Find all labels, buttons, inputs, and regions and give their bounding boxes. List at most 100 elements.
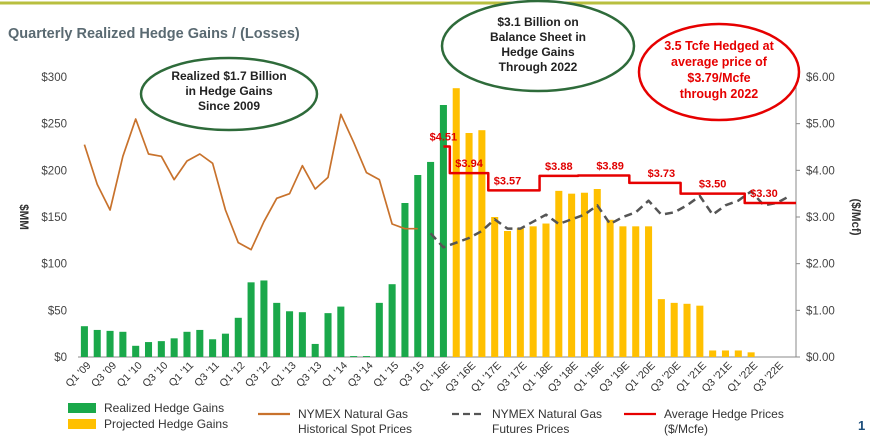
legend-label: Historical Spot Prices (298, 422, 412, 436)
legend-label: Futures Prices (492, 422, 569, 436)
projected-hedge-gains-bar (632, 226, 640, 357)
y-right-tick-label: $5.00 (806, 119, 835, 131)
legend-label: Realized Hedge Gains (104, 401, 224, 415)
realized-hedge-gains-bar (427, 161, 435, 357)
x-tick-label: Q3 '13 (294, 360, 324, 390)
projected-hedge-gains-bar (709, 350, 717, 357)
x-tick-label: Q1 '13 (269, 360, 299, 390)
projected-hedge-gains-bar (465, 133, 473, 357)
x-tick-label: Q1 '12 (217, 360, 247, 390)
y-right-tick-label: $0.00 (806, 352, 835, 364)
x-tick-label: Q1 '10 (115, 360, 145, 390)
x-tick-label: Q3 '14 (345, 360, 375, 390)
realized-hedge-gains-bar (260, 280, 268, 357)
x-tick-label: Q1 '14 (320, 360, 350, 390)
hedge-price-label: $3.57 (494, 175, 522, 187)
legend-swatch (68, 403, 96, 413)
projected-hedge-gains-bar (580, 192, 588, 357)
realized-hedge-gains-bar (132, 345, 140, 357)
average-hedge-prices-mcfe--line (443, 145, 796, 205)
realized-hedge-gains-bar (196, 329, 204, 357)
legend-item: Projected Hedge Gains (68, 417, 228, 431)
annotation-text: Through 2022 (499, 60, 578, 74)
hedge-price-label: $3.88 (545, 161, 573, 173)
realized-hedge-gains-bar (401, 203, 409, 357)
x-tick-label: Q1 '09 (63, 360, 93, 390)
annotation-text: Hedge Gains (501, 45, 575, 59)
realized-hedge-gains-bar (324, 313, 332, 357)
realized-hedge-gains-bar (183, 331, 191, 357)
page-number: 1 (858, 418, 865, 433)
projected-hedge-gains-bar (452, 88, 460, 357)
y-left-axis-label: $MM (17, 204, 29, 230)
y-right-axis-label: ($/Mcf) (849, 198, 861, 235)
hedge-price-label: $3.89 (596, 160, 624, 172)
annotation-text: Realized $1.7 Billion (171, 69, 286, 83)
y-right-tick-label: $2.00 (806, 259, 835, 271)
annotation-text: Balance Sheet in (490, 30, 586, 44)
realized-hedge-gains-bar (106, 330, 114, 357)
nymex-natural-gas-historical-spot-prices-line (83, 113, 418, 251)
projected-hedge-gains-bar (606, 219, 614, 357)
projected-hedge-gains-bar (734, 350, 742, 357)
chart-title: Quarterly Realized Hedge Gains / (Losses… (8, 26, 300, 42)
legend-label: Average Hedge Prices (664, 407, 784, 421)
y-left-tick-label: $200 (41, 165, 67, 177)
hedge-price-label: $3.94 (455, 158, 483, 170)
annotation-ellipse (637, 22, 801, 122)
projected-hedge-gains-bar (478, 130, 486, 357)
annotation-text: $3.79/Mcfe (687, 71, 750, 85)
realized-hedge-gains-bar (439, 105, 447, 357)
y-left-tick-label: $300 (41, 72, 67, 84)
annotation-text: average price of (671, 55, 768, 69)
realized-hedge-gains-bar (350, 356, 358, 357)
y-right-tick-label: $1.00 (806, 305, 835, 317)
annotation-ellipse (139, 56, 319, 132)
projected-hedge-gains-bar (491, 217, 499, 357)
legend-label: NYMEX Natural Gas (298, 407, 408, 421)
projected-hedge-gains-bar (555, 190, 563, 357)
realized-hedge-gains-bar (93, 329, 101, 357)
legend-label: Projected Hedge Gains (104, 417, 228, 431)
legend-item: Realized Hedge Gains (68, 401, 224, 415)
realized-hedge-gains-bar (209, 339, 217, 357)
annotation-text: Since 2009 (198, 99, 260, 113)
realized-hedge-gains-bar (298, 312, 306, 357)
legend-label: ($/Mcfe) (664, 422, 708, 436)
hedge-price-label: $4.51 (430, 132, 458, 144)
projected-hedge-gains-bar (619, 226, 627, 357)
projected-hedge-gains-bar (721, 350, 730, 357)
annotation-text: 3.5 Tcfe Hedged at (664, 39, 774, 53)
realized-hedge-gains-bar (234, 317, 242, 357)
realized-hedge-gains-bar (80, 326, 88, 357)
y-left-tick-label: $250 (41, 119, 67, 131)
realized-hedge-gains-bar (170, 338, 178, 357)
projected-hedge-gains-bar (516, 228, 524, 357)
y-right-tick-label: $4.00 (806, 165, 835, 177)
realized-hedge-gains-bar (414, 175, 422, 357)
annotation-text: $3.1 Billion on (497, 15, 578, 29)
projected-hedge-gains-bar (593, 189, 601, 357)
realized-hedge-gains-bar (221, 333, 229, 357)
realized-hedge-gains-bar (311, 343, 319, 357)
projected-hedge-gains-bar (696, 305, 704, 357)
y-left-tick-label: $0 (54, 352, 67, 364)
hedge-price-label: $3.30 (750, 188, 778, 200)
realized-hedge-gains-bar (388, 284, 396, 357)
x-tick-label: Q1 '15 (371, 360, 401, 390)
realized-hedge-gains-bar (119, 331, 127, 357)
y-left-tick-label: $50 (48, 305, 67, 317)
y-left-tick-label: $100 (41, 259, 67, 271)
x-tick-label: Q3 '10 (140, 360, 170, 390)
y-left-tick-label: $150 (41, 212, 67, 224)
annotation-text: in Hedge Gains (185, 84, 273, 98)
x-tick-label: Q1 '11 (167, 360, 197, 390)
projected-hedge-gains-bar (645, 226, 653, 357)
projected-hedge-gains-bar (568, 193, 576, 357)
projected-hedge-gains-bar (683, 303, 691, 357)
legend-item: Average Hedge Prices($/Mcfe) (624, 407, 784, 436)
